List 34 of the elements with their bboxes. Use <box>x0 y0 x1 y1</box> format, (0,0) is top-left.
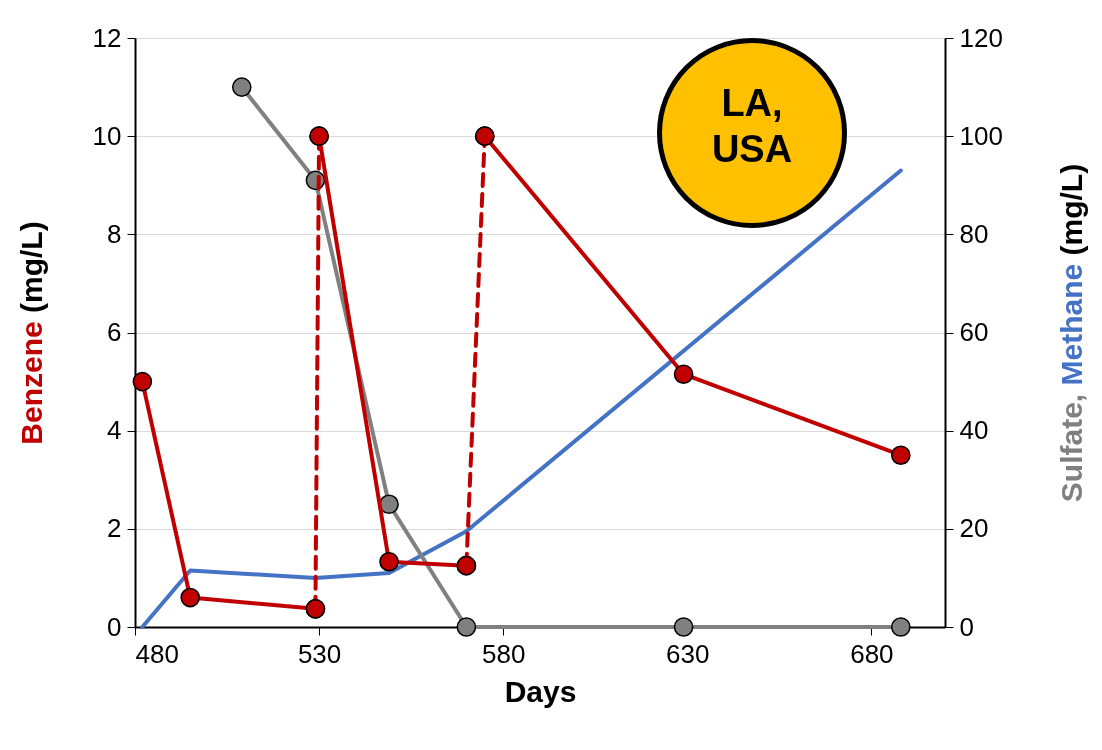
x-tick-label: 630 <box>666 638 710 669</box>
y-tick-label: 2 <box>107 513 122 544</box>
y-axis-title: Benzene (mg/L) <box>15 220 48 445</box>
y2-tick-label: 40 <box>959 415 989 446</box>
point <box>132 371 153 392</box>
point <box>379 551 399 572</box>
x-tick-label: 680 <box>850 638 894 669</box>
y-tick-label: 0 <box>107 611 122 642</box>
point <box>456 617 477 637</box>
point <box>890 445 911 466</box>
x-tick-label: 580 <box>481 638 526 669</box>
point <box>379 494 399 515</box>
y2-tick-label: 80 <box>959 218 989 249</box>
x-tick-label: 480 <box>135 638 179 669</box>
y2-axis-title: Sulfate, Methane (mg/L) <box>1055 163 1088 502</box>
x-tick-label: 530 <box>297 638 342 669</box>
x-axis-title: Days <box>504 674 577 708</box>
line-series <box>140 168 903 629</box>
point <box>890 617 911 637</box>
y2-tick-label: 100 <box>959 120 1003 151</box>
y2-tick-label: 20 <box>959 513 989 544</box>
point <box>673 617 694 637</box>
y-tick-label: 4 <box>107 415 122 446</box>
y-tick-label: 8 <box>107 218 122 249</box>
y2-tick-label: 120 <box>959 22 1003 53</box>
y-tick-label: 10 <box>92 120 122 151</box>
y-tick-label: 12 <box>92 22 122 53</box>
point <box>180 587 201 608</box>
point <box>673 364 694 385</box>
point <box>231 77 252 97</box>
y2-tick-label: 0 <box>959 611 974 642</box>
y-tick-label: 6 <box>107 317 122 347</box>
y2-tick-label: 60 <box>959 317 989 347</box>
annotation: LA, USA <box>710 81 794 172</box>
